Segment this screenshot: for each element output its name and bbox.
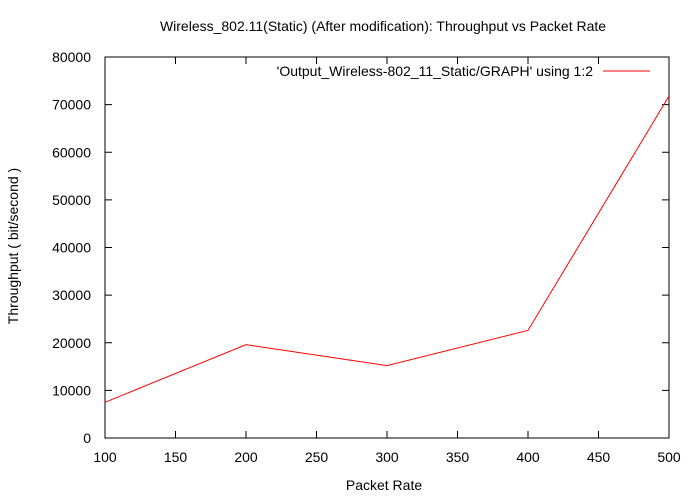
- x-tick-label: 350: [446, 449, 470, 465]
- y-axis-label: Throughput ( bit/second ): [5, 168, 21, 324]
- plot-frame: [104, 56, 670, 439]
- y-tick-label: 20000: [52, 335, 91, 351]
- y-tick-label: 50000: [52, 192, 91, 208]
- x-tick-label: 500: [657, 449, 681, 465]
- legend: 'Output_Wireless-802_11_Static/GRAPH' us…: [277, 63, 650, 79]
- series-line: [104, 95, 670, 403]
- y-tick-label: 80000: [52, 49, 91, 65]
- x-axis-ticks: 100 150 200 250 300 350 400 450 500: [93, 57, 681, 465]
- chart-title: Wireless_802.11(Static) (After modificat…: [160, 18, 606, 34]
- y-tick-label: 10000: [52, 382, 91, 398]
- x-tick-label: 300: [375, 449, 399, 465]
- x-axis-label: Packet Rate: [346, 477, 422, 493]
- y-tick-label: 30000: [52, 287, 91, 303]
- x-tick-label: 100: [93, 449, 117, 465]
- x-tick-label: 150: [164, 449, 188, 465]
- series-layer: [104, 95, 670, 403]
- y-tick-label: 70000: [52, 97, 91, 113]
- x-tick-label: 400: [516, 449, 540, 465]
- x-tick-label: 450: [587, 449, 611, 465]
- x-tick-label: 250: [305, 449, 329, 465]
- legend-label: 'Output_Wireless-802_11_Static/GRAPH' us…: [277, 63, 594, 79]
- x-tick-label: 200: [234, 449, 258, 465]
- y-tick-label: 0: [83, 430, 91, 446]
- y-axis-ticks: 0 10000 20000 30000 40000 50000 60000 70000 8000…: [52, 49, 669, 446]
- y-tick-label: 60000: [52, 144, 91, 160]
- y-tick-label: 40000: [52, 240, 91, 256]
